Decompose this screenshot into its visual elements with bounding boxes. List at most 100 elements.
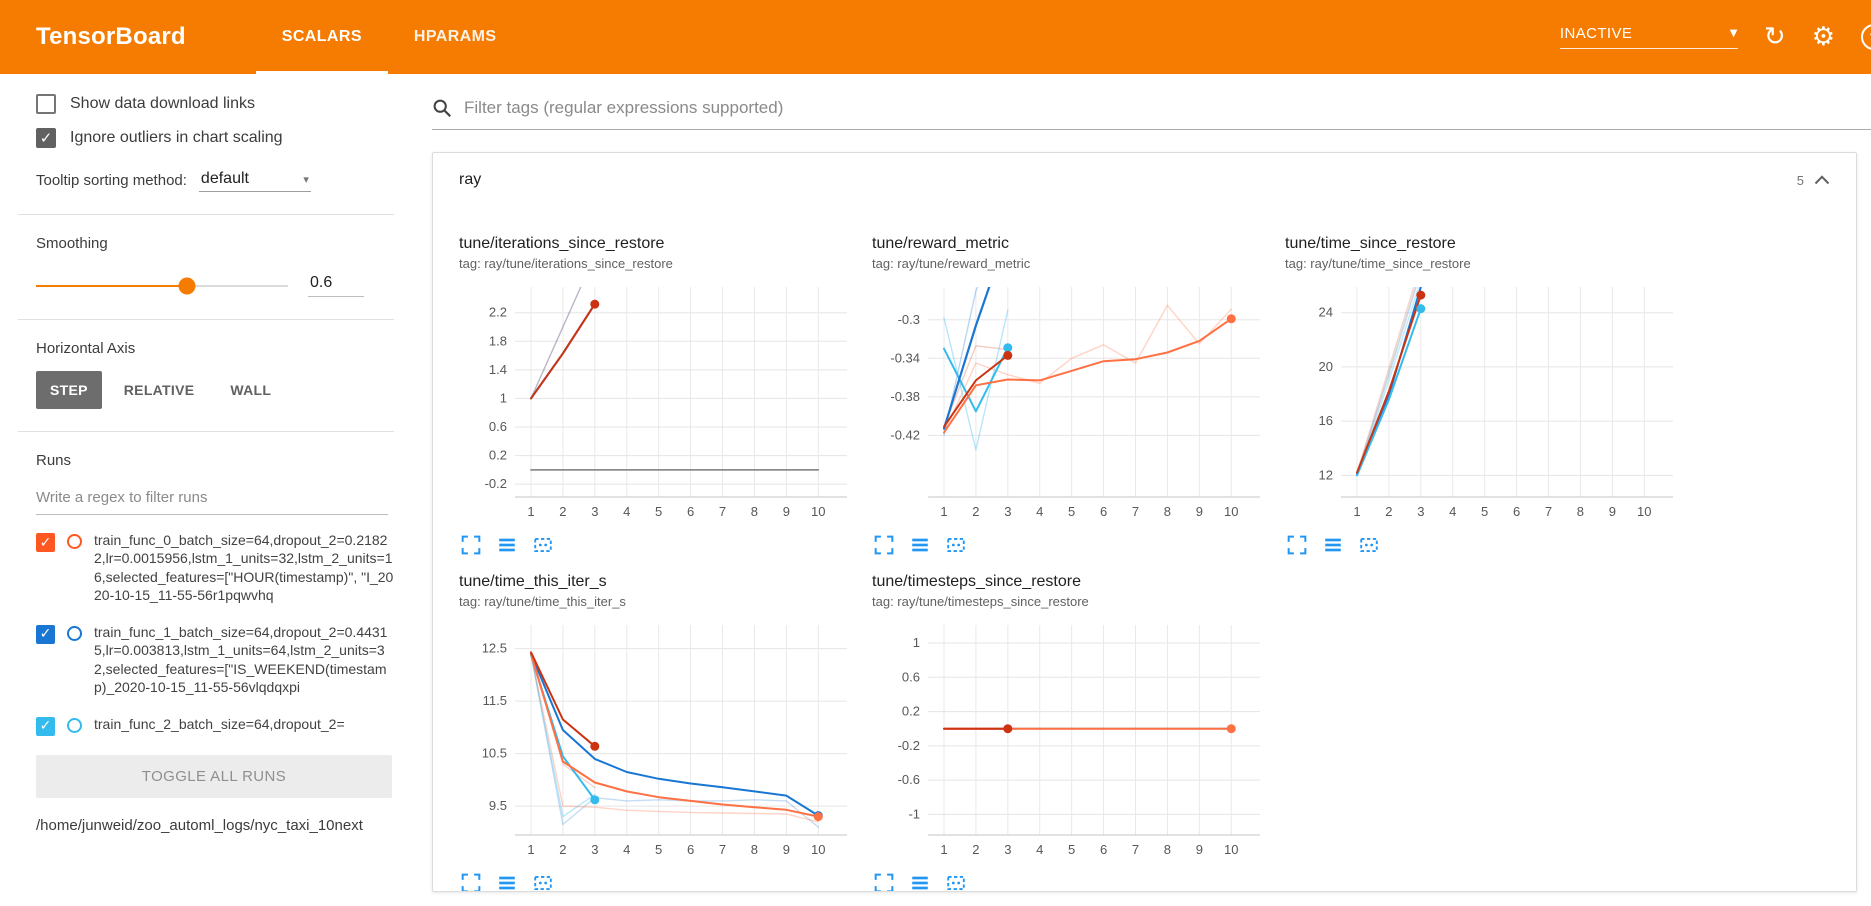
svg-text:20: 20 [1319,359,1333,374]
runs-selector-icon[interactable] [910,535,930,555]
runs-selector-icon[interactable] [1323,535,1343,555]
pin-chart-icon[interactable] [533,873,553,891]
chart-plot[interactable]: -0.2 0.2 0.6 1 1.4 1.8 2.2 1 2 3 4 5 6 7 8 9 10 [459,279,861,527]
axis-wall-button[interactable]: WALL [216,371,285,409]
divider [18,214,394,215]
svg-text:7: 7 [719,504,726,519]
ignore-outliers-checkbox[interactable] [36,128,56,148]
svg-text:7: 7 [1132,504,1139,519]
svg-text:3: 3 [1004,842,1011,857]
svg-text:16: 16 [1319,413,1333,428]
run-item[interactable]: train_func_1_batch_size=64,dropout_2=0.4… [36,613,394,705]
svg-text:8: 8 [1164,842,1171,857]
svg-text:8: 8 [1577,504,1584,519]
pin-chart-icon[interactable] [946,873,966,891]
svg-text:6: 6 [1513,504,1520,519]
pin-chart-icon[interactable] [1359,535,1379,555]
run-item[interactable]: train_func_0_batch_size=64,dropout_2=0.2… [36,521,394,613]
runs-selector-icon[interactable] [910,873,930,891]
runs-selector-icon[interactable] [497,873,517,891]
data-status-dropdown[interactable]: INACTIVE ▼ [1559,25,1738,49]
help-icon[interactable]: ? [1861,24,1871,50]
svg-text:-0.42: -0.42 [890,427,920,442]
show-download-links-row[interactable]: Show data download links [36,94,394,114]
runs-filter-input[interactable] [36,483,388,515]
run-checkbox[interactable] [36,716,55,736]
svg-text:3: 3 [591,842,598,857]
chart-toolbar [459,535,864,555]
chevron-up-icon[interactable] [1814,175,1830,185]
data-status-label: INACTIVE [1559,25,1633,42]
search-icon [433,99,451,117]
run-isolate-radio[interactable] [67,717,82,733]
show-download-links-label: Show data download links [70,95,256,112]
chevron-down-icon: ▼ [1729,28,1738,39]
svg-text:0.2: 0.2 [902,704,920,719]
chart-card: tune/time_this_iter_s tag: ray/tune/time… [459,573,864,891]
svg-text:1: 1 [500,390,507,405]
axis-relative-button[interactable]: RELATIVE [110,371,209,409]
svg-text:4: 4 [1449,504,1456,519]
runs-selector-icon[interactable] [497,535,517,555]
slider-fill [36,284,188,287]
header-actions: INACTIVE ▼ ↻ ⚙ ? [1559,0,1871,74]
run-isolate-radio[interactable] [67,625,82,641]
tag-group-title: ray [459,171,482,188]
expand-chart-icon[interactable] [461,873,481,891]
tag-group-header[interactable]: ray 5 [433,153,1856,207]
expand-chart-icon[interactable] [461,535,481,555]
svg-text:3: 3 [591,504,598,519]
divider [18,431,394,432]
svg-text:0.6: 0.6 [902,669,920,684]
tag-filter-input[interactable] [464,97,1871,118]
svg-text:1: 1 [527,842,534,857]
run-isolate-radio[interactable] [67,534,82,549]
show-download-links-checkbox[interactable] [36,94,56,114]
slider-thumb[interactable] [178,277,196,294]
smoothing-slider[interactable] [36,277,288,295]
svg-text:7: 7 [1545,504,1552,519]
svg-text:-0.2: -0.2 [898,738,920,753]
tooltip-sorting-select[interactable]: default ▾ [198,170,311,192]
tab-scalars[interactable]: SCALARS [255,0,389,74]
smoothing-value[interactable]: 0.6 [308,274,364,297]
toggle-all-runs-button[interactable]: TOGGLE ALL RUNS [36,755,392,798]
log-directory: /home/junweid/zoo_automl_logs/nyc_taxi_1… [36,817,363,834]
tooltip-sorting-label: Tooltip sorting method: [36,172,187,189]
ignore-outliers-row[interactable]: Ignore outliers in chart scaling [36,128,394,148]
run-checkbox[interactable] [36,533,55,552]
svg-text:-0.3: -0.3 [898,312,920,327]
run-item[interactable]: train_func_2_batch_size=64,dropout_2= [36,705,394,744]
horizontal-axis-label: Horizontal Axis [36,340,136,357]
expand-chart-icon[interactable] [874,535,894,555]
chart-tag: tag: ray/tune/timesteps_since_restore [872,594,1089,609]
refresh-icon[interactable]: ↻ [1763,22,1786,52]
pin-chart-icon[interactable] [533,535,553,555]
svg-text:10: 10 [1224,842,1238,857]
chart-plot[interactable]: 9.5 10.5 11.5 12.5 1 2 3 4 5 6 7 8 9 10 [459,617,861,865]
axis-step-button[interactable]: STEP [36,371,102,409]
svg-text:8: 8 [1164,504,1171,519]
tab-hparams[interactable]: HPARAMS [413,28,497,45]
svg-text:9: 9 [1196,842,1203,857]
expand-chart-icon[interactable] [874,873,894,891]
pin-chart-icon[interactable] [946,535,966,555]
chart-plot[interactable]: -1 -0.6 -0.2 0.2 0.6 1 1 2 3 4 5 6 7 8 9 10 [872,617,1274,865]
svg-text:2: 2 [972,842,979,857]
charts-grid: tune/iterations_since_restore tag: ray/t… [433,207,1856,891]
tag-filter-bar [432,96,1871,130]
chart-card: tune/time_since_restore tag: ray/tune/ti… [1285,235,1690,555]
expand-chart-icon[interactable] [1287,535,1307,555]
settings-gear-icon[interactable]: ⚙ [1811,22,1835,52]
divider [18,319,394,320]
svg-text:12.5: 12.5 [482,641,507,656]
chart-toolbar [872,535,1277,555]
svg-text:1: 1 [940,504,947,519]
run-checkbox[interactable] [36,624,55,644]
chart-plot[interactable]: -0.42 -0.38 -0.34 -0.3 1 2 3 4 5 6 7 8 9 10 [872,279,1274,527]
svg-text:-0.6: -0.6 [898,772,920,787]
svg-text:1: 1 [940,842,947,857]
chart-tag: tag: ray/tune/reward_metric [872,256,1031,271]
chart-title: tune/time_this_iter_s [459,573,607,590]
